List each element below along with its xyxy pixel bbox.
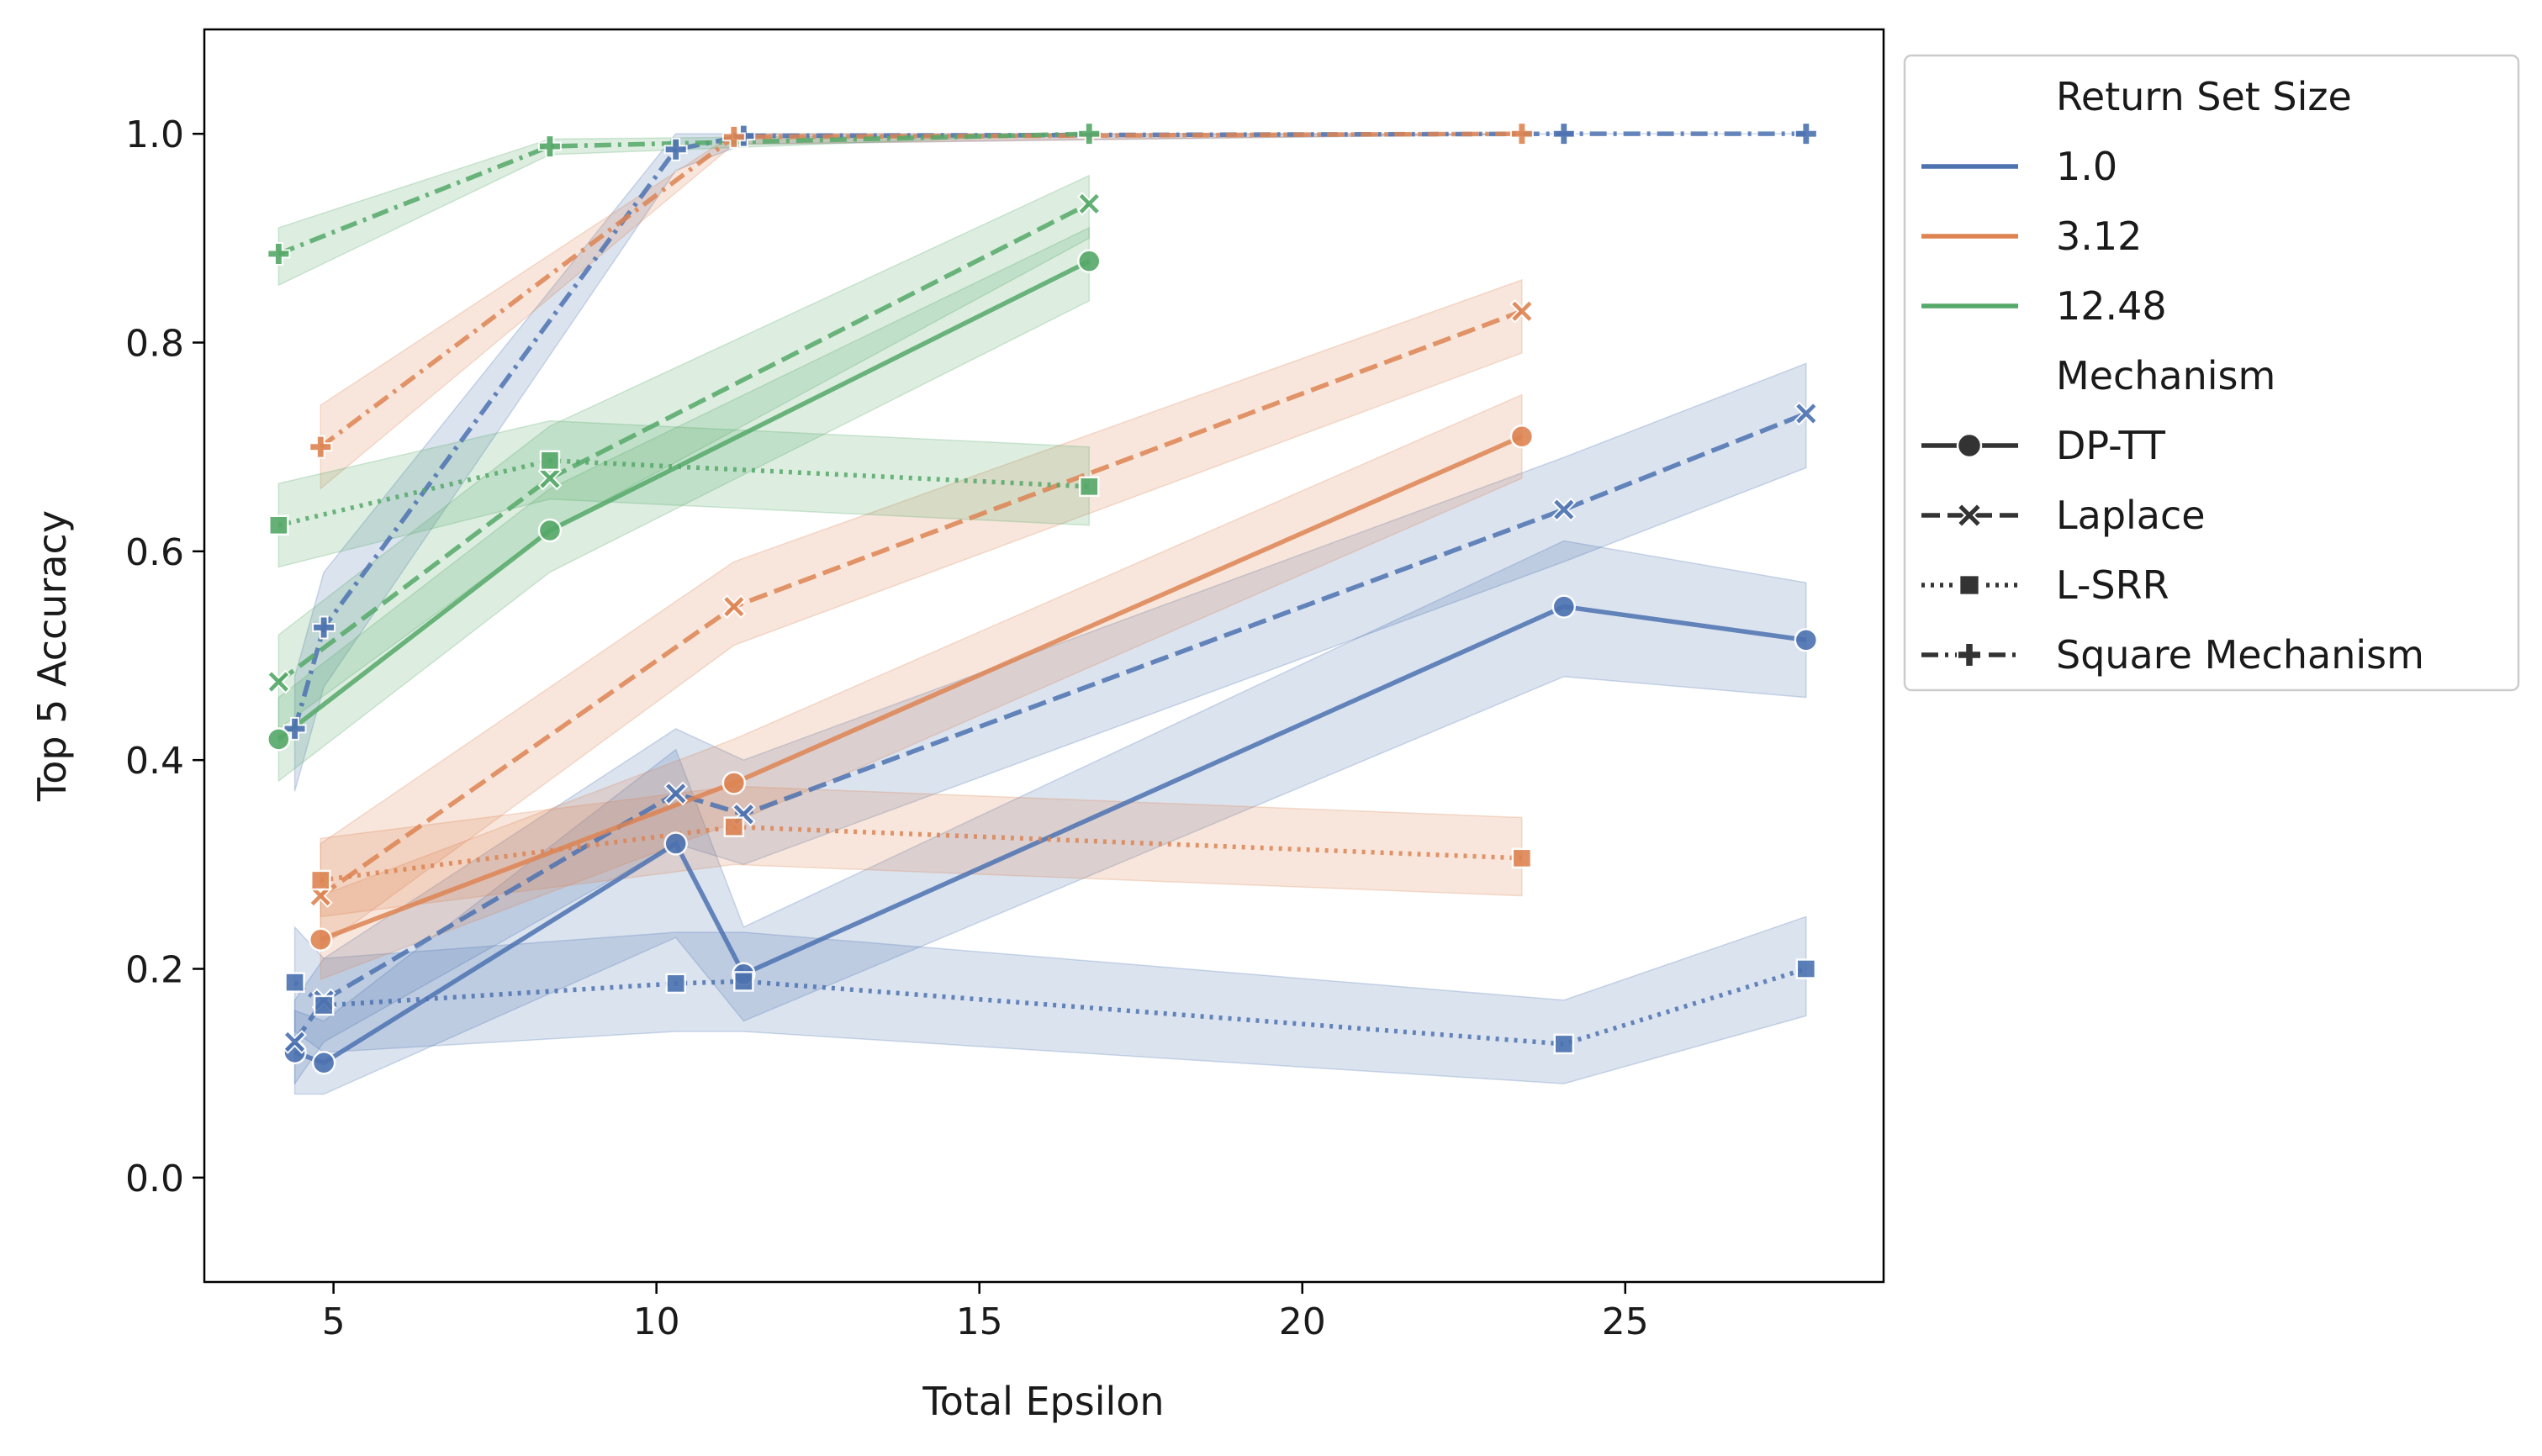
ci-band-1-0-dp-tt	[293, 540, 1807, 1095]
series-markers	[266, 122, 1819, 1075]
y-axis-label: Top 5 Accuracy	[29, 510, 75, 802]
x-tick-label: 25	[1602, 1300, 1649, 1343]
data-point-1-0-dp-tt-2	[663, 831, 688, 856]
ci-band-12-48-l-srr	[277, 419, 1091, 568]
ci-band-1-0-laplace	[293, 362, 1807, 1086]
series-line-1-0-square-mechanism	[292, 131, 1806, 730]
data-point-12-48-l-srr-2	[1078, 476, 1100, 498]
data-point-1-0-l-srr-2	[665, 973, 686, 994]
data-point-1-0-l-srr-5	[1795, 958, 1817, 979]
x-tick-label: 5	[322, 1300, 346, 1343]
data-point-12-48-dp-tt-2	[1077, 249, 1102, 273]
legend-marker-dp-tt	[1956, 432, 1983, 459]
legend-marker-l-srr	[1958, 573, 1981, 597]
data-point-12-48-square-mechanism-0	[267, 241, 291, 266]
ci-band-12-48-square-mechanism	[277, 133, 1090, 287]
data-point-1-0-square-mechanism-4	[1551, 122, 1576, 146]
data-point-3-12-square-mechanism-2	[1509, 122, 1534, 146]
data-point-1-0-dp-tt-4	[1551, 594, 1577, 619]
data-point-3-12-dp-tt-0	[309, 927, 333, 952]
legend-label-square-mechanism: Square Mechanism	[2056, 632, 2424, 678]
data-point-1-0-dp-tt-5	[1794, 628, 1819, 652]
data-point-12-48-dp-tt-1	[537, 518, 563, 543]
data-point-3-12-laplace-2	[1509, 298, 1535, 324]
data-point-1-0-square-mechanism-0	[283, 716, 307, 741]
data-point-1-0-l-srr-0	[284, 972, 305, 993]
legend-hue-title: Return Set Size	[2056, 74, 2352, 119]
legend-label-1-0: 1.0	[2056, 144, 2117, 189]
legend-style-title: Mechanism	[2056, 353, 2275, 398]
x-tick-label: 10	[633, 1300, 680, 1343]
y-tick-label: 1.0	[125, 113, 184, 156]
y-tick-label: 0.4	[125, 740, 184, 783]
data-point-1-0-laplace-5	[1794, 401, 1819, 426]
data-point-3-12-dp-tt-1	[721, 771, 747, 795]
legend-label-dp-tt: DP-TT	[2056, 423, 2166, 468]
data-point-1-0-dp-tt-1	[311, 1051, 336, 1075]
data-point-1-0-l-srr-3	[733, 971, 754, 992]
ci-band-3-12-dp-tt	[320, 393, 1523, 981]
data-point-1-0-l-srr-4	[1553, 1033, 1575, 1055]
x-axis: 5 10 15 20 25	[322, 1282, 1649, 1343]
y-tick-label: 0.0	[125, 1158, 184, 1200]
data-point-1-0-laplace-0	[283, 1030, 307, 1054]
legend-marker-laplace	[1956, 502, 1983, 529]
data-point-12-48-laplace-0	[266, 669, 291, 694]
data-point-1-0-square-mechanism-2	[663, 137, 688, 161]
data-point-3-12-l-srr-1	[723, 816, 745, 837]
data-point-1-0-square-mechanism-5	[1794, 122, 1818, 146]
legend-frame	[1903, 54, 2520, 692]
legend-label-l-srr: L-SRR	[2056, 562, 2169, 608]
y-axis: 0.0 0.2 0.4 0.6 0.8 1.0	[125, 113, 204, 1200]
y-tick-label: 0.6	[125, 531, 184, 574]
data-point-12-48-laplace-2	[1076, 191, 1102, 216]
ci-band-12-48-dp-tt	[277, 226, 1091, 783]
data-point-3-12-laplace-1	[721, 594, 747, 620]
data-point-1-0-square-mechanism-1	[312, 615, 336, 640]
data-point-12-48-dp-tt-0	[267, 727, 291, 752]
y-tick-label: 0.8	[125, 323, 184, 366]
ci-band-1-0-square-mechanism	[293, 133, 1806, 792]
data-point-3-12-square-mechanism-0	[309, 435, 333, 459]
data-point-3-12-l-srr-0	[309, 869, 331, 891]
data-point-1-0-laplace-2	[663, 781, 689, 806]
data-point-1-0-laplace-4	[1551, 497, 1577, 522]
legend-label-3-12: 3.12	[2056, 214, 2142, 259]
data-point-12-48-square-mechanism-1	[537, 135, 562, 159]
plot-frame	[203, 28, 1885, 1284]
data-point-12-48-l-srr-1	[539, 450, 561, 472]
legend-marker-square-mechanism	[1957, 642, 1982, 667]
data-point-3-12-square-mechanism-1	[721, 124, 746, 149]
data-point-12-48-l-srr-0	[268, 514, 289, 536]
x-tick-label: 15	[956, 1300, 1003, 1343]
legend: Return Set Size 1.0 3.12 12.48 Mechanism DP-T…	[1903, 54, 2520, 692]
series-line-12-48-square-mechanism	[277, 131, 1090, 256]
data-point-12-48-square-mechanism-2	[1077, 122, 1102, 146]
x-axis-label: Total Epsilon	[922, 1379, 1164, 1424]
y-tick-label: 0.2	[125, 949, 184, 992]
data-point-3-12-l-srr-2	[1511, 847, 1533, 869]
legend-label-12-48: 12.48	[2056, 283, 2167, 329]
x-tick-label: 20	[1279, 1300, 1326, 1343]
data-point-1-0-l-srr-1	[313, 994, 335, 1016]
data-point-3-12-dp-tt-2	[1509, 425, 1535, 449]
legend-label-laplace: Laplace	[2056, 493, 2206, 538]
